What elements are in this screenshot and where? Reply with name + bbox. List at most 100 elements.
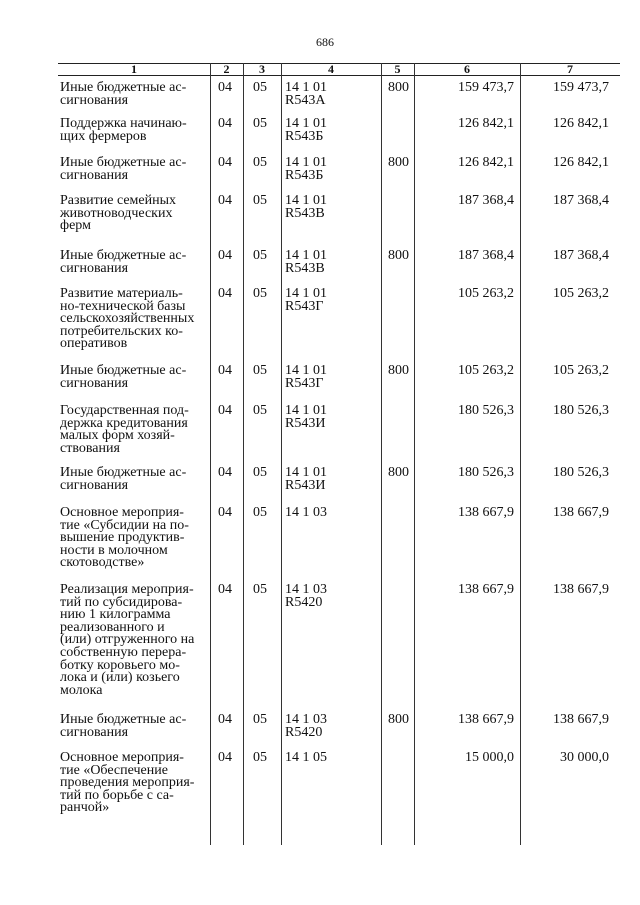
- row-name: Иные бюджетные ас- сигнования: [60, 80, 187, 108]
- header-col-3: 3: [259, 62, 265, 76]
- subsection-code: 05: [253, 286, 267, 301]
- target-article-code: 14 1 01 R543А: [285, 80, 327, 108]
- section-code: 04: [218, 712, 232, 727]
- section-code: 04: [218, 80, 232, 95]
- target-article-code: 14 1 01 R543Б: [285, 155, 327, 183]
- row-name: Государственная под- держка кредитования…: [60, 403, 189, 456]
- header-col-4: 4: [328, 62, 334, 76]
- target-article-code: 14 1 01 R543В: [285, 193, 327, 221]
- target-article-code: 14 1 01 R543Г: [285, 286, 327, 314]
- subsection-code: 05: [253, 750, 267, 765]
- column-divider: [243, 63, 244, 845]
- amount-year-2: 138 667,9: [553, 582, 609, 597]
- row-name: Развитие семейных животноводческих ферм: [60, 193, 177, 234]
- section-code: 04: [218, 505, 232, 520]
- amount-year-1: 126 842,1: [458, 155, 514, 170]
- amount-year-1: 138 667,9: [458, 712, 514, 727]
- amount-year-1: 138 667,9: [458, 505, 514, 520]
- header-col-6: 6: [464, 62, 470, 76]
- amount-year-1: 105 263,2: [458, 363, 514, 378]
- amount-year-1: 180 526,3: [458, 465, 514, 480]
- row-name: Иные бюджетные ас- сигнования: [60, 155, 187, 183]
- header-col-2: 2: [223, 62, 230, 76]
- subsection-code: 05: [253, 712, 267, 727]
- amount-year-2: 105 263,2: [553, 363, 609, 378]
- column-divider: [414, 63, 415, 845]
- section-code: 04: [218, 582, 232, 597]
- target-article-code: 14 1 01 R543Б: [285, 116, 327, 144]
- amount-year-2: 30 000,0: [560, 750, 609, 765]
- column-divider: [520, 63, 521, 845]
- expense-type-code: 800: [388, 155, 409, 170]
- amount-year-1: 159 473,7: [458, 80, 514, 95]
- section-code: 04: [218, 116, 232, 131]
- target-article-code: 14 1 03: [285, 505, 327, 520]
- subsection-code: 05: [253, 505, 267, 520]
- subsection-code: 05: [253, 193, 267, 208]
- expense-type-code: 800: [388, 712, 409, 727]
- amount-year-2: 126 842,1: [553, 116, 609, 131]
- target-article-code: 14 1 01 R543И: [285, 403, 327, 431]
- row-name: Реализация мероприя- тий по субсидирова-…: [60, 582, 195, 698]
- row-name: Поддержка начинаю- щих фермеров: [60, 116, 187, 144]
- subsection-code: 05: [253, 363, 267, 378]
- target-article-code: 14 1 01 R543В: [285, 248, 327, 276]
- amount-year-2: 126 842,1: [553, 155, 609, 170]
- amount-year-1: 15 000,0: [465, 750, 514, 765]
- amount-year-1: 138 667,9: [458, 582, 514, 597]
- amount-year-2: 105 263,2: [553, 286, 609, 301]
- subsection-code: 05: [253, 403, 267, 418]
- amount-year-1: 105 263,2: [458, 286, 514, 301]
- header-col-7: 7: [567, 62, 573, 76]
- row-name: Иные бюджетные ас- сигнования: [60, 363, 187, 391]
- section-code: 04: [218, 155, 232, 170]
- subsection-code: 05: [253, 155, 267, 170]
- amount-year-2: 138 667,9: [553, 505, 609, 520]
- target-article-code: 14 1 01 R543Г: [285, 363, 327, 391]
- section-code: 04: [218, 465, 232, 480]
- section-code: 04: [218, 403, 232, 418]
- amount-year-2: 159 473,7: [553, 80, 609, 95]
- section-code: 04: [218, 286, 232, 301]
- target-article-code: 14 1 03 R5420: [285, 712, 327, 740]
- subsection-code: 05: [253, 582, 267, 597]
- subsection-code: 05: [253, 116, 267, 131]
- amount-year-2: 187 368,4: [553, 248, 609, 263]
- amount-year-1: 180 526,3: [458, 403, 514, 418]
- amount-year-2: 138 667,9: [553, 712, 609, 727]
- column-divider: [281, 63, 282, 845]
- header-col-5: 5: [394, 62, 401, 76]
- expense-type-code: 800: [388, 465, 409, 480]
- expense-type-code: 800: [388, 80, 409, 95]
- expense-type-code: 800: [388, 248, 409, 263]
- amount-year-1: 187 368,4: [458, 248, 514, 263]
- amount-year-2: 180 526,3: [553, 403, 609, 418]
- amount-year-1: 187 368,4: [458, 193, 514, 208]
- section-code: 04: [218, 750, 232, 765]
- row-name: Иные бюджетные ас- сигнования: [60, 248, 187, 276]
- column-divider: [381, 63, 382, 845]
- header-bottom-border: [58, 75, 620, 76]
- section-code: 04: [218, 363, 232, 378]
- expense-type-code: 800: [388, 363, 409, 378]
- section-code: 04: [218, 193, 232, 208]
- amount-year-2: 180 526,3: [553, 465, 609, 480]
- target-article-code: 14 1 03 R5420: [285, 582, 327, 610]
- target-article-code: 14 1 05: [285, 750, 327, 765]
- subsection-code: 05: [253, 248, 267, 263]
- row-name: Иные бюджетные ас- сигнования: [60, 712, 187, 740]
- amount-year-2: 187 368,4: [553, 193, 609, 208]
- table-top-border: [58, 63, 620, 64]
- subsection-code: 05: [253, 465, 267, 480]
- section-code: 04: [218, 248, 232, 263]
- header-col-1: 1: [131, 62, 137, 76]
- row-name: Основное мероприя- тие «Субсидии на по- …: [60, 505, 189, 571]
- column-divider: [210, 63, 211, 845]
- target-article-code: 14 1 01 R543И: [285, 465, 327, 493]
- row-name: Основное мероприя- тие «Обеспечение пров…: [60, 750, 195, 816]
- subsection-code: 05: [253, 80, 267, 95]
- row-name: Развитие материаль- но-технической базы …: [60, 286, 195, 352]
- row-name: Иные бюджетные ас- сигнования: [60, 465, 187, 493]
- amount-year-1: 126 842,1: [458, 116, 514, 131]
- page-number: 686: [316, 35, 334, 49]
